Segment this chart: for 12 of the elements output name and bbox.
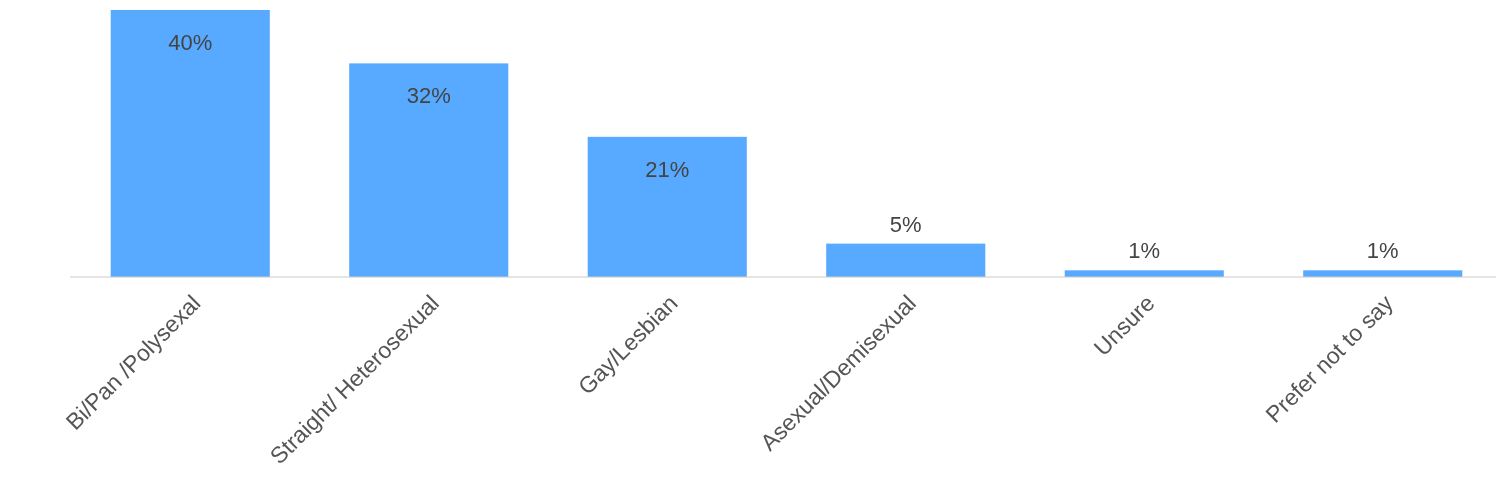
- data-label: 1%: [1128, 238, 1161, 264]
- data-label: 1%: [1366, 238, 1399, 264]
- data-label: 5%: [889, 211, 922, 237]
- bar: [1303, 270, 1463, 277]
- data-label: 40%: [168, 30, 213, 55]
- bar: [349, 63, 509, 277]
- bar: [110, 10, 270, 277]
- bar: [587, 136, 747, 277]
- data-label: 32%: [406, 83, 451, 109]
- bar: [1064, 270, 1224, 277]
- bar: [826, 243, 986, 277]
- data-label: 21%: [645, 156, 690, 182]
